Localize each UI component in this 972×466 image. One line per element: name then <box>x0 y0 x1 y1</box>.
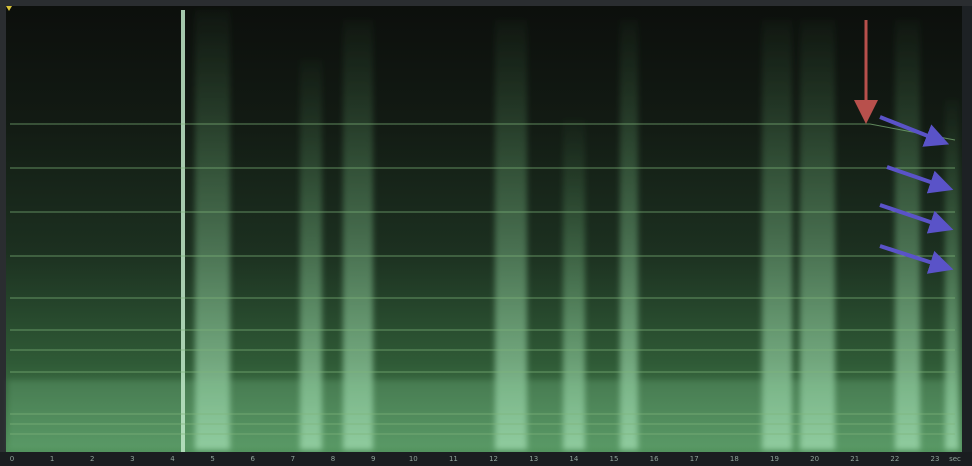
time-tick-label: 6 <box>251 455 256 463</box>
blue-arrows <box>879 115 954 274</box>
harmonic-lines <box>10 123 956 435</box>
time-tick-label: 8 <box>331 455 335 463</box>
time-tick-label: 21 <box>850 455 859 463</box>
time-tick-label: 2 <box>90 455 94 463</box>
time-tick-label: 7 <box>291 455 295 463</box>
time-tick-label: 17 <box>690 455 699 463</box>
sound-streaks <box>8 10 959 450</box>
time-tick-label: 0 <box>10 455 14 463</box>
time-tick-label: 9 <box>371 455 375 463</box>
time-tick-label: 20 <box>810 455 819 463</box>
time-tick-label: 11 <box>449 455 458 463</box>
click-line <box>181 10 185 452</box>
time-ticks: 0 1 2 3 4 5 6 7 8 9 10 11 12 13 14 15 16 17 18 19 20 21 22 23 se… <box>10 455 961 463</box>
time-tick-label: 22 <box>890 455 899 463</box>
time-tick-label: 3 <box>130 455 134 463</box>
time-tick-label: 15 <box>609 455 618 463</box>
time-ruler <box>0 452 972 466</box>
time-tick-label: 14 <box>569 455 578 463</box>
time-tick-label: 19 <box>770 455 779 463</box>
frequency-ruler <box>962 6 972 452</box>
time-tick-label: 10 <box>409 455 418 463</box>
time-tick-label: 4 <box>170 455 175 463</box>
time-tick-label: 5 <box>210 455 214 463</box>
time-tick-label: sec <box>949 455 961 463</box>
playhead-marker <box>6 6 12 11</box>
time-tick-label: 13 <box>529 455 538 463</box>
time-tick-label: 18 <box>730 455 739 463</box>
time-tick-label: 12 <box>489 455 498 463</box>
time-tick-label: 16 <box>650 455 659 463</box>
time-tick-label: 1 <box>50 455 54 463</box>
time-tick-label: 23 <box>931 455 940 463</box>
